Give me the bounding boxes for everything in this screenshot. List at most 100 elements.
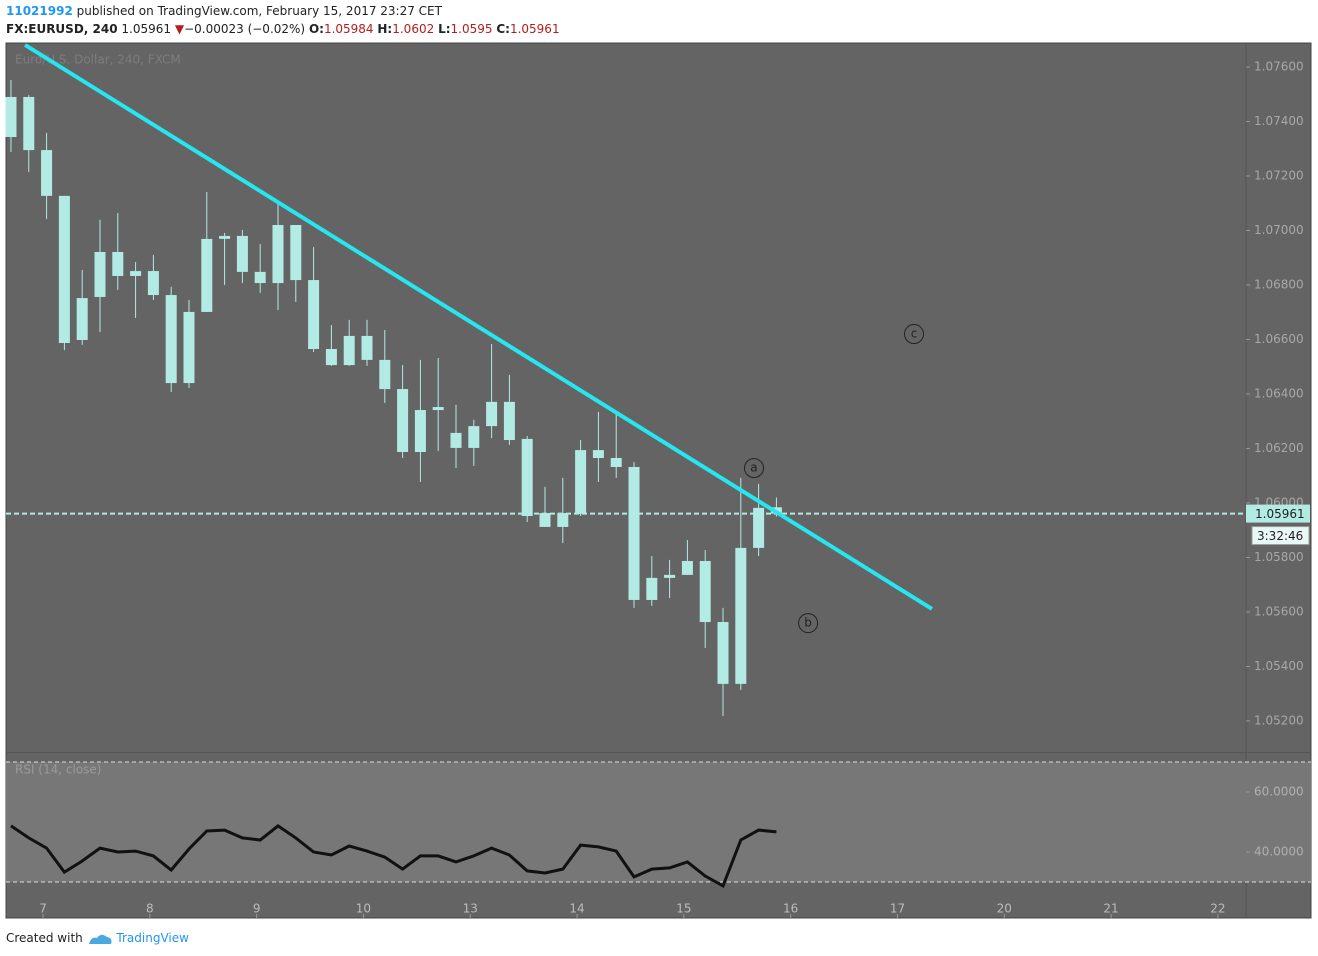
candle-body <box>486 401 498 427</box>
last-price: 1.05961 <box>121 22 172 36</box>
wave-label: b <box>804 616 812 630</box>
candle-body <box>539 513 551 527</box>
candle-body <box>308 280 320 349</box>
candle-body <box>219 235 231 239</box>
x-tick-label: 14 <box>569 902 584 916</box>
y-tick-label: 1.05600 <box>1254 604 1304 618</box>
candle-body <box>521 438 533 517</box>
candle-body <box>575 450 587 514</box>
candle-body <box>41 150 53 196</box>
candle-body <box>397 389 409 452</box>
o-value: 1.05984 <box>323 22 374 36</box>
candle-body <box>254 271 266 284</box>
wave-label-circle <box>743 458 764 479</box>
wave-label-circle <box>798 613 819 634</box>
rsi-line <box>10 824 777 889</box>
candle-body <box>681 560 693 575</box>
l-label: L: <box>438 22 451 36</box>
candle-body <box>343 335 355 366</box>
x-tick-label: 22 <box>1210 902 1225 916</box>
x-tick-label: 13 <box>463 902 478 916</box>
candle-body <box>503 401 515 441</box>
x-tick-label: 17 <box>890 902 905 916</box>
y-tick-label: 1.06400 <box>1254 386 1304 400</box>
y-tick-label: 1.06600 <box>1254 332 1304 346</box>
x-tick-label: 10 <box>356 902 371 916</box>
candle-body <box>414 410 426 452</box>
l-value: 1.0595 <box>450 22 493 36</box>
y-tick-label: 1.07600 <box>1254 59 1304 73</box>
rsi-y-tick-label: 40.0000 <box>1254 845 1304 859</box>
candle-body <box>165 295 177 384</box>
candle-body <box>94 251 106 297</box>
last-price-box <box>1246 504 1310 523</box>
wave-label: c <box>911 327 918 341</box>
candle-body <box>236 235 248 272</box>
y-tick-label: 1.05400 <box>1254 659 1304 673</box>
created-with: Created with <box>6 931 83 945</box>
rsi-label: RSI (14, close) <box>15 763 101 777</box>
published: published on TradingView.com, February 1… <box>76 4 442 18</box>
trendline <box>23 43 934 611</box>
x-tick-label: 15 <box>676 902 691 916</box>
candle-body <box>592 450 604 458</box>
candle-body <box>5 96 17 138</box>
y-tick-label: 1.05800 <box>1254 550 1304 564</box>
change: −0.00023 (−0.02%) <box>184 22 306 36</box>
brand[interactable]: TradingView <box>116 931 189 945</box>
chart: Euro/U.S. Dollar, 240, FXCM RSI (14, clo… <box>5 42 1312 919</box>
change-arrow: ▼ <box>174 22 185 36</box>
rsi-y-tick-label: 60.0000 <box>1254 785 1304 799</box>
x-tick-label: 16 <box>783 902 798 916</box>
brand-icon <box>88 934 112 944</box>
candle-body <box>717 622 729 684</box>
y-tick-label: 1.05200 <box>1254 713 1304 727</box>
candle-body <box>432 407 444 411</box>
candle-body <box>130 271 142 276</box>
h-label: H: <box>377 22 393 36</box>
candle-body <box>361 335 373 360</box>
candle-body <box>379 359 391 390</box>
c-label: C: <box>496 22 510 36</box>
last-price-label: 1.05961 <box>1255 507 1305 521</box>
symbol: FX:EURUSD, 240 <box>6 22 118 36</box>
candle-body <box>112 251 124 276</box>
x-tick-label: 8 <box>146 902 154 916</box>
candle-body <box>646 577 658 600</box>
candle-body <box>147 271 159 296</box>
candle-body <box>58 195 70 344</box>
x-tick-label: 20 <box>997 902 1012 916</box>
candle-body <box>290 225 302 281</box>
user[interactable]: 11021992 <box>6 4 73 18</box>
candle-body <box>201 238 213 312</box>
o-label: O: <box>308 22 324 36</box>
candle-body <box>753 507 765 548</box>
header-line-1: 11021992 published on TradingView.com, F… <box>6 4 442 18</box>
h-value: 1.0602 <box>392 22 435 36</box>
cloud <box>88 934 112 944</box>
x-tick-label: 7 <box>39 902 47 916</box>
countdown-box <box>1251 526 1310 546</box>
x-tick-label: 21 <box>1103 902 1118 916</box>
candle-body <box>628 466 640 600</box>
candle-body <box>735 547 747 684</box>
countdown: 3:32:46 <box>1257 529 1303 543</box>
y-tick-label: 1.06200 <box>1254 441 1304 455</box>
candle-body <box>468 426 480 448</box>
candle-body <box>610 457 622 467</box>
wave-label-circle <box>904 324 925 345</box>
x-tick-label: 9 <box>253 902 261 916</box>
candle-body <box>183 311 195 384</box>
candle-body <box>664 574 676 578</box>
candle-body <box>272 225 284 284</box>
y-tick-label: 1.07000 <box>1254 223 1304 237</box>
candle-body <box>699 560 711 623</box>
candle-body <box>23 96 35 151</box>
candle-body <box>76 298 88 341</box>
header-line-2: FX:EURUSD, 240 1.05961 ▼−0.00023 (−0.02%… <box>6 22 560 36</box>
footer: Created with TradingView <box>6 931 189 946</box>
candle-body <box>450 432 462 448</box>
wave-label: a <box>750 461 757 475</box>
c-value: 1.05961 <box>509 22 560 36</box>
